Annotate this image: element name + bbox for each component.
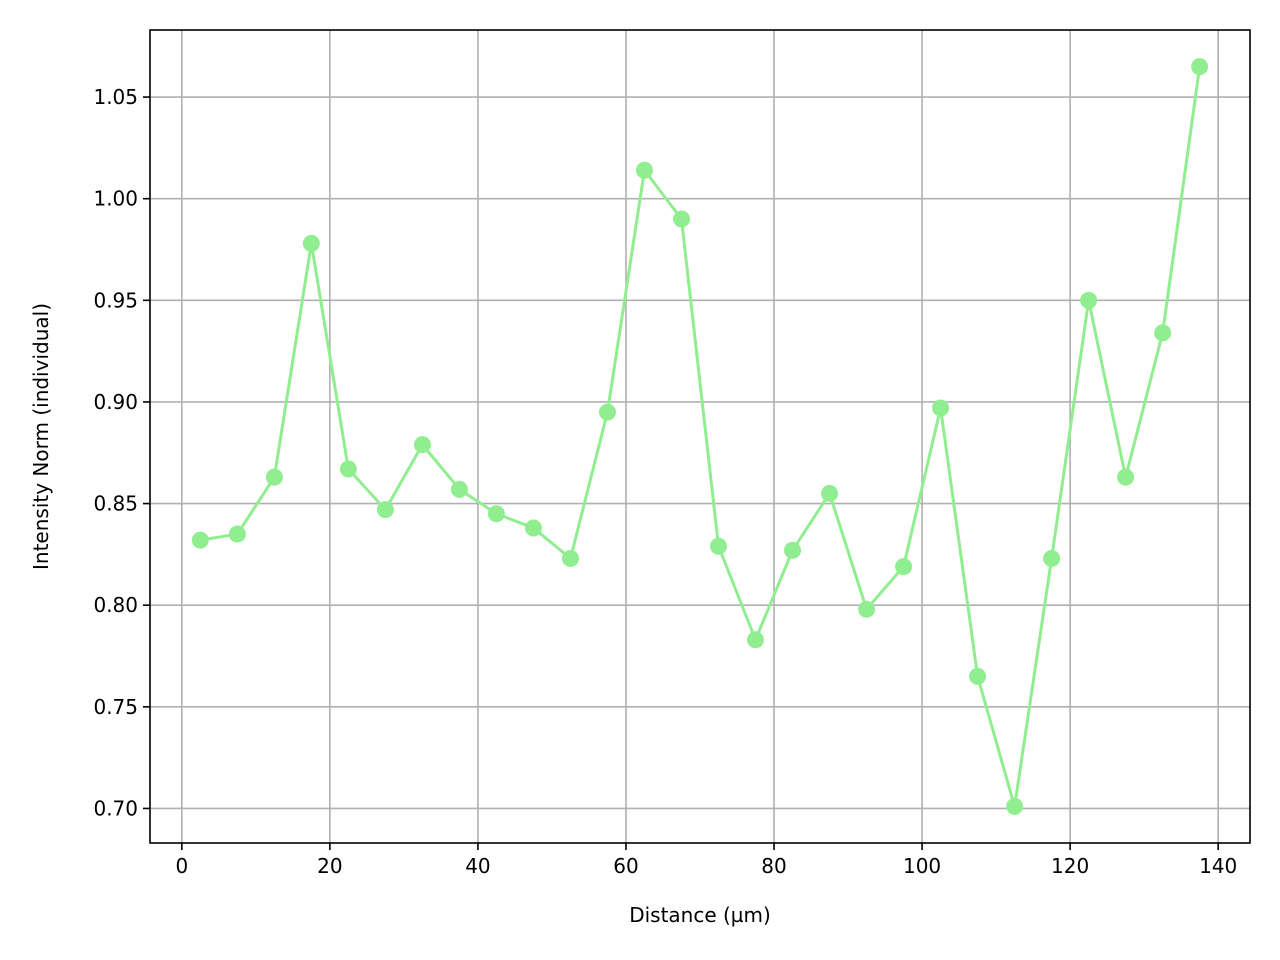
data-point: [969, 667, 987, 685]
data-point: [487, 505, 505, 523]
series-line: [200, 66, 1202, 808]
data-point: [524, 519, 542, 537]
data-point: [932, 399, 950, 417]
data-point: [265, 468, 283, 486]
y-tick-label: 0.90: [93, 390, 138, 414]
data-point: [561, 549, 579, 567]
grid-lines: [150, 30, 1250, 843]
data-point: [598, 403, 616, 421]
data-point: [1154, 324, 1172, 342]
x-tick-label: 40: [465, 854, 490, 878]
data-point: [635, 161, 653, 179]
y-tick-label: 0.70: [93, 796, 138, 820]
y-tick-label: 1.00: [93, 187, 138, 211]
x-tick-label: 60: [613, 854, 638, 878]
data-point: [858, 600, 876, 618]
data-point: [710, 537, 728, 555]
data-point: [450, 480, 468, 498]
data-point: [1080, 291, 1098, 309]
y-axis-title: Intensity Norm (individual): [29, 303, 53, 570]
data-point: [672, 210, 690, 228]
plot-frame: [149, 29, 1251, 844]
y-axis-ticks: 0.70 0.75 0.80 0.85 0.90 0.95 1.00 1.05: [93, 85, 150, 820]
x-tick-label: 120: [1051, 854, 1089, 878]
x-tick-label: 20: [317, 854, 342, 878]
data-point: [895, 558, 913, 576]
data-point: [376, 501, 394, 519]
data-point: [302, 234, 320, 252]
y-tick-label: 0.75: [93, 695, 138, 719]
data-series: [191, 58, 1209, 815]
data-point: [1006, 797, 1024, 815]
x-axis-title: Distance (µm): [629, 903, 771, 927]
x-tick-label: 100: [903, 854, 941, 878]
data-point: [784, 541, 802, 559]
data-point: [747, 631, 765, 649]
y-tick-label: 0.85: [93, 492, 138, 516]
x-tick-label: 140: [1199, 854, 1237, 878]
x-tick-label: 80: [761, 854, 786, 878]
data-point: [1117, 468, 1135, 486]
data-point: [1043, 549, 1061, 567]
data-point: [339, 460, 357, 478]
y-tick-label: 0.95: [93, 288, 138, 312]
y-tick-label: 0.80: [93, 593, 138, 617]
data-point: [1191, 58, 1209, 76]
data-point: [191, 531, 209, 549]
y-tick-label: 1.05: [93, 85, 138, 109]
x-tick-label: 0: [175, 854, 188, 878]
x-axis-ticks: 0 20 40 60 80 100 120 140: [175, 843, 1237, 878]
data-point: [228, 525, 246, 543]
data-point: [821, 484, 839, 502]
data-point: [413, 436, 431, 454]
